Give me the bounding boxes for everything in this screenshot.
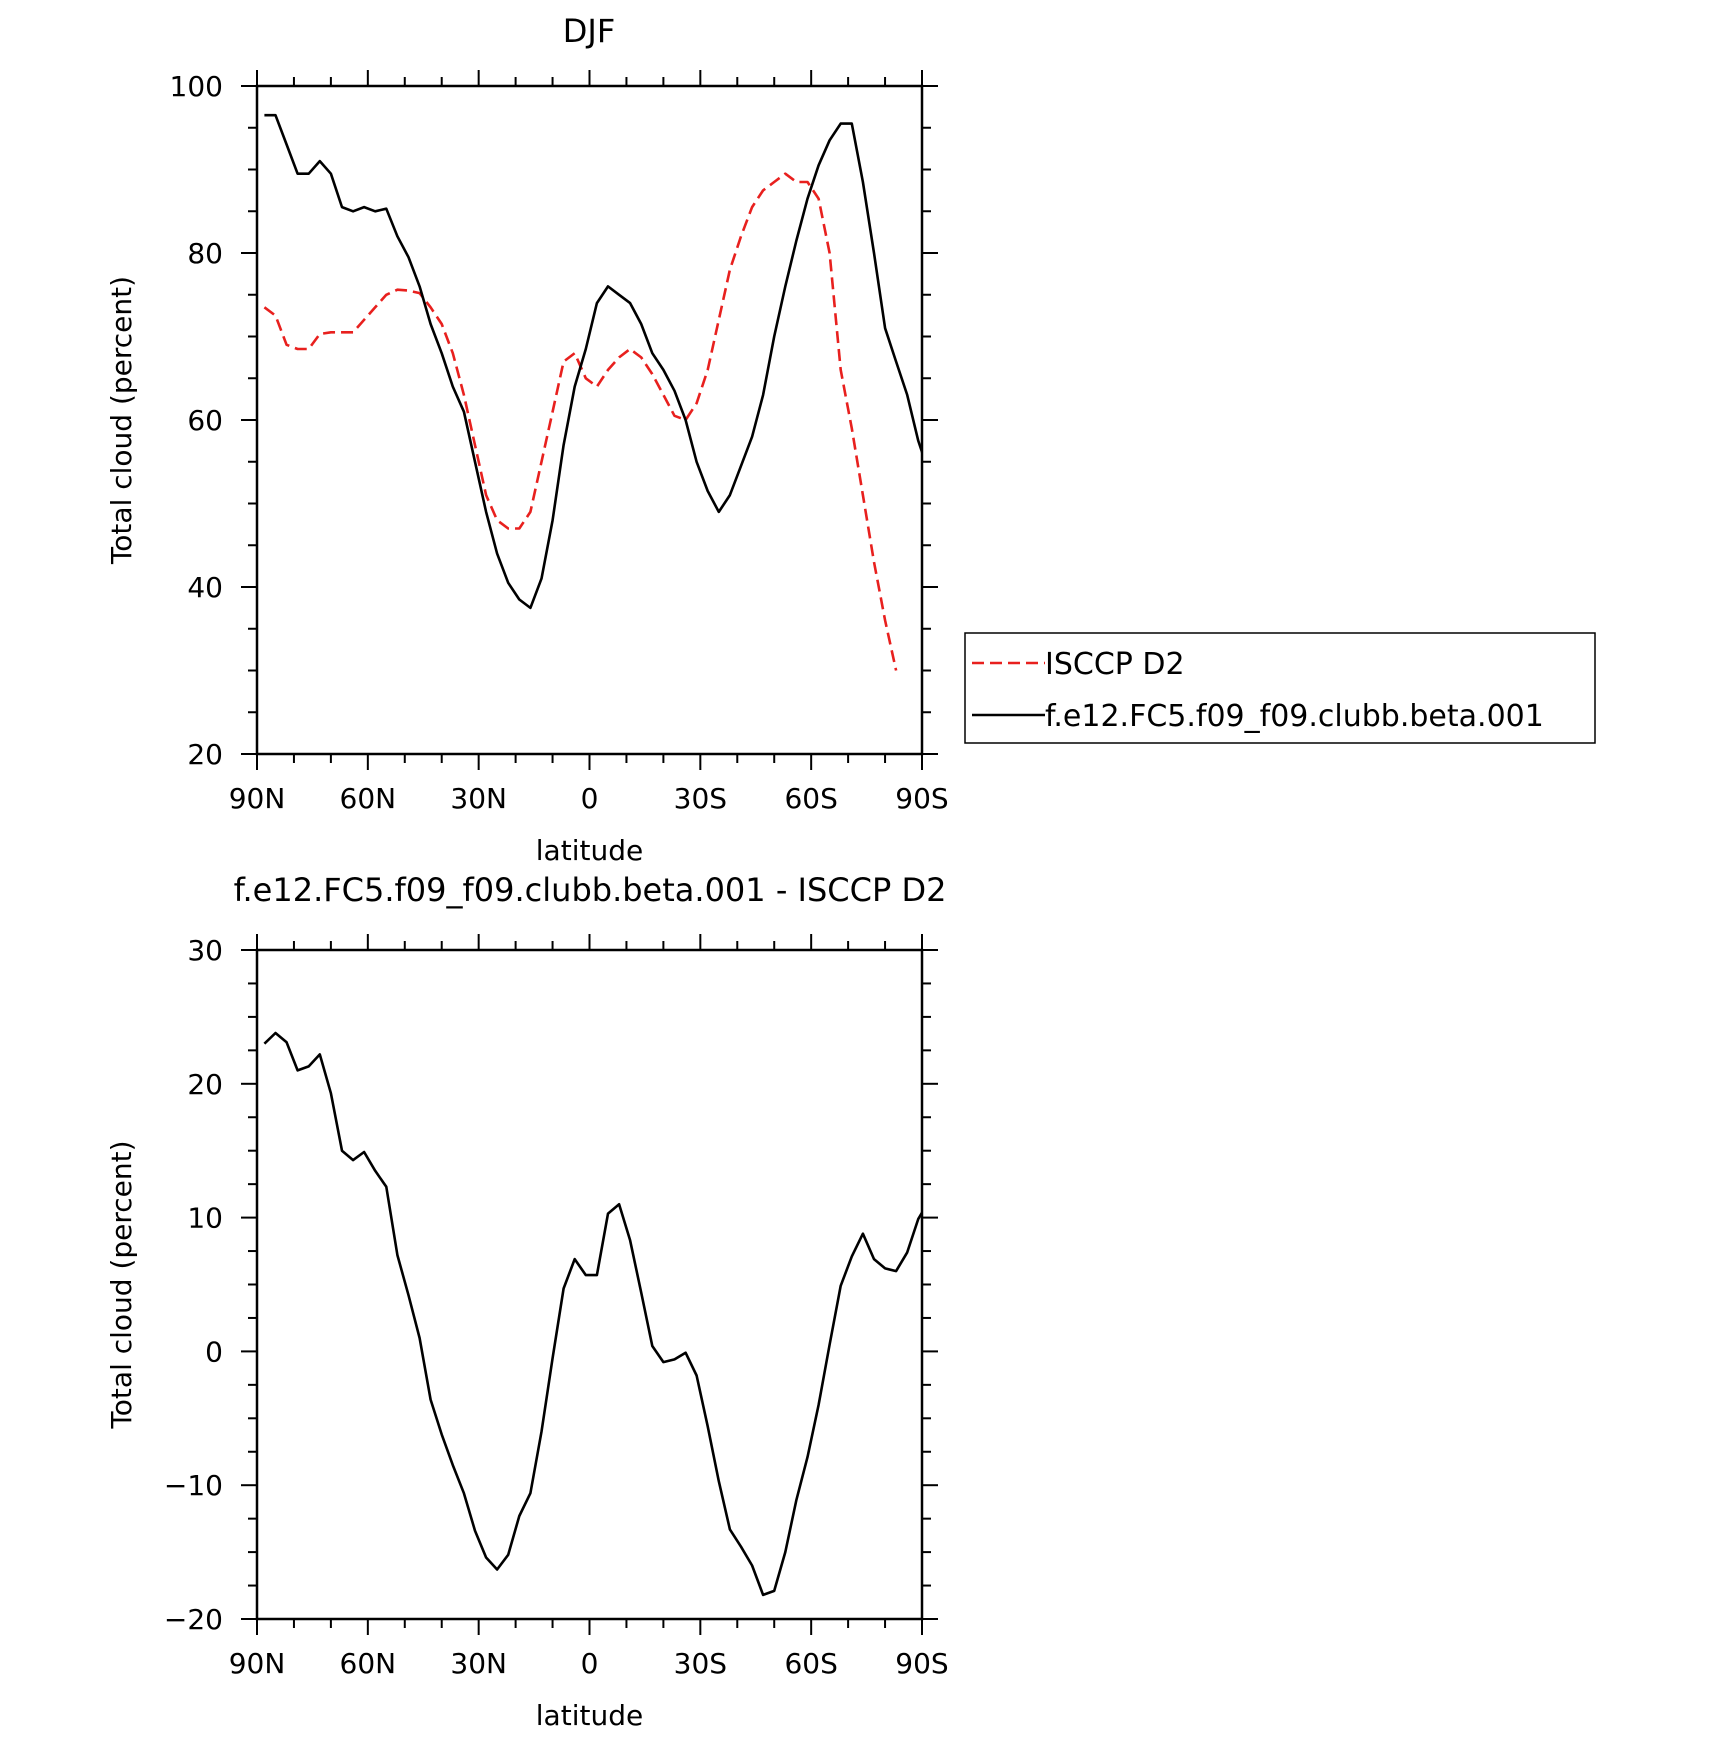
y-axis-label: Total cloud (percent) <box>105 1140 138 1429</box>
x-tick-label: 90N <box>229 782 286 815</box>
legend: ISCCP D2 f.e12.FC5.f09_f09.clubb.beta.001 <box>964 632 1596 744</box>
y-tick-label: 80 <box>187 237 223 270</box>
x-tick-label: 30N <box>450 1647 507 1680</box>
y-tick-label: 0 <box>205 1335 223 1368</box>
plot-frame <box>255 84 924 756</box>
legend-label-1: ISCCP D2 <box>1045 647 1185 682</box>
legend-box <box>964 632 1596 744</box>
x-tick-label: 30N <box>450 782 507 815</box>
y-tick-label: 10 <box>187 1202 223 1235</box>
x-tick-label: 30S <box>674 1647 727 1680</box>
y-tick-label: 60 <box>187 404 223 437</box>
x-tick-label: 60N <box>340 782 397 815</box>
x-tick-label: 0 <box>581 782 599 815</box>
legend-label-2: f.e12.FC5.f09_f09.clubb.beta.001 <box>1045 699 1544 734</box>
series-line-1 <box>263 1031 922 1597</box>
chart-title: DJF <box>563 12 615 50</box>
x-tick-label: 90S <box>895 1647 948 1680</box>
x-tick-label: 30S <box>674 782 727 815</box>
y-tick-label: −10 <box>164 1469 223 1502</box>
x-tick-label: 90N <box>229 1647 286 1680</box>
y-tick-label: −20 <box>164 1603 223 1636</box>
plot-frame <box>255 948 924 1621</box>
y-axis-label: Total cloud (percent) <box>105 276 138 565</box>
y-tick-label: 20 <box>187 1068 223 1101</box>
series-line-2 <box>264 113 922 610</box>
x-tick-label: 60S <box>784 1647 837 1680</box>
chart-title: f.e12.FC5.f09_f09.clubb.beta.001 - ISCCP… <box>234 871 947 909</box>
x-tick-label: 0 <box>581 1647 599 1680</box>
y-tick-label: 100 <box>170 70 223 103</box>
series-line-1 <box>263 172 898 671</box>
y-tick-label: 20 <box>187 738 223 771</box>
y-tick-label: 40 <box>187 571 223 604</box>
x-axis-label: latitude <box>536 1699 643 1732</box>
chart-panel-2: f.e12.FC5.f09_f09.clubb.beta.001 - ISCCP… <box>105 871 949 1732</box>
x-tick-label: 90S <box>895 782 948 815</box>
chart-panel-1: DJF 90N 60N 30N 0 30S 60S 90S 20 40 60 80 100 latitud… <box>105 12 1596 867</box>
x-tick-label: 60S <box>784 782 837 815</box>
y-tick-label: 30 <box>187 934 223 967</box>
x-axis-label: latitude <box>536 834 643 867</box>
x-tick-label: 60N <box>340 1647 397 1680</box>
